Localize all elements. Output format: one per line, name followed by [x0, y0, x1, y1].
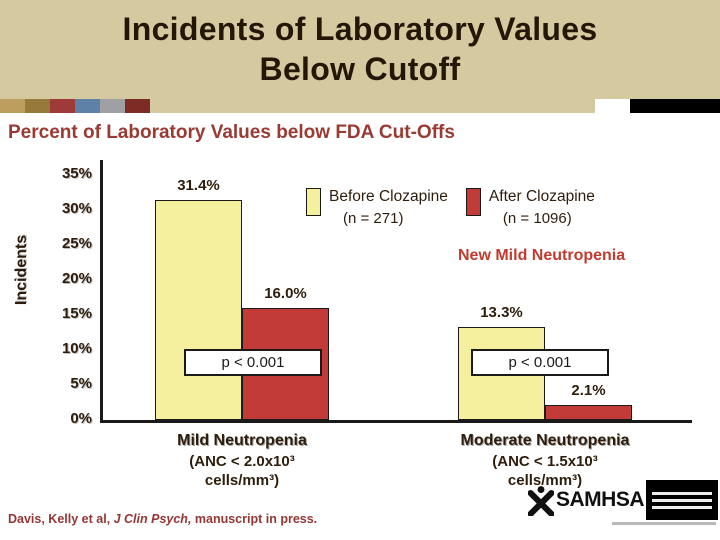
chart-legend: Before Clozapine (n = 271) After Clozapi… — [306, 186, 595, 230]
decorative-square — [125, 99, 150, 113]
legend-swatch — [465, 188, 481, 216]
decorative-square — [0, 99, 25, 113]
p-value-box-mild: p < 0.001 — [184, 349, 322, 376]
decorative-square — [100, 99, 125, 113]
chart-bar — [545, 405, 632, 420]
citation: Davis, Kelly et al, J Clin Psych, manusc… — [8, 512, 317, 526]
category-label-moderate: Moderate Neutropenia (ANC < 1.5x10³ cell… — [435, 432, 655, 491]
category-anc-line: cells/mm³) — [507, 471, 583, 489]
y-tick-label: 25% — [61, 235, 92, 252]
bar-value-label: 13.3% — [480, 304, 523, 321]
category-anc-line: (ANC < 1.5x10³ — [492, 453, 598, 470]
chart-bar — [155, 200, 242, 420]
decorative-square — [75, 99, 100, 113]
category-name: Mild Neutropenia — [177, 432, 307, 449]
title-banner: Incidents of Laboratory Values Below Cut… — [0, 0, 720, 99]
decorative-square — [25, 99, 50, 113]
y-tick-label: 5% — [70, 375, 92, 392]
category-label-mild: Mild Neutropenia (ANC < 2.0x10³ cells/mm… — [132, 432, 352, 491]
y-axis-title: Incidents — [13, 234, 30, 306]
legend-label: Before Clozapine — [329, 188, 448, 205]
bar-value-label: 2.1% — [571, 382, 606, 399]
decorative-black-block — [630, 99, 720, 113]
samhsa-black-box — [646, 480, 718, 520]
y-tick-label: 35% — [61, 165, 92, 182]
category-anc-line: cells/mm³) — [204, 471, 280, 489]
citation-prefix: Davis, Kelly et al, — [8, 512, 114, 526]
y-tick-label: 0% — [70, 410, 92, 427]
category-name: Moderate Neutropenia — [460, 432, 630, 449]
decorative-square — [50, 99, 75, 113]
legend-label: After Clozapine — [488, 188, 595, 205]
samhsa-caption-line — [612, 522, 716, 525]
decorative-bar — [150, 99, 595, 113]
legend-n-count: (n = 271) — [343, 210, 404, 228]
chart-subtitle: Percent of Laboratory Values below FDA C… — [8, 122, 455, 143]
legend-text: After Clozapine (n = 1096) — [489, 186, 595, 230]
legend-entry-before-clozapine: Before Clozapine (n = 271) — [306, 186, 448, 230]
citation-journal: J Clin Psych, — [113, 512, 192, 526]
legend-entry-after-clozapine: After Clozapine (n = 1096) — [465, 186, 595, 230]
x-axis-line — [100, 420, 692, 423]
annotation-new-mild-neutropenia: New Mild Neutropenia — [458, 247, 626, 264]
bar-value-label: 16.0% — [264, 285, 307, 302]
bar-value-label: 31.4% — [177, 177, 220, 194]
legend-n-count: (n = 1096) — [502, 210, 572, 228]
y-axis-line — [100, 160, 103, 422]
samhsa-figure-icon — [527, 486, 554, 516]
category-anc-line: (ANC < 2.0x10³ — [189, 453, 295, 470]
citation-suffix: manuscript in press. — [191, 512, 318, 526]
samhsa-wordmark: SAMHSA — [555, 488, 645, 511]
y-tick-label: 10% — [61, 340, 92, 357]
y-tick-label: 15% — [61, 305, 92, 322]
p-value-box-moderate: p < 0.001 — [471, 349, 609, 376]
slide-title: Incidents of Laboratory Values Below Cut… — [123, 10, 598, 88]
decorative-strip — [0, 99, 150, 113]
title-line-1: Incidents of Laboratory Values — [122, 11, 598, 48]
legend-swatch — [306, 188, 321, 216]
legend-text: Before Clozapine (n = 271) — [329, 186, 448, 230]
samhsa-logo: SAMHSA — [527, 480, 718, 520]
title-line-2: Below Cutoff — [259, 50, 461, 87]
y-tick-label: 30% — [61, 200, 92, 217]
y-tick-label: 20% — [61, 270, 92, 287]
